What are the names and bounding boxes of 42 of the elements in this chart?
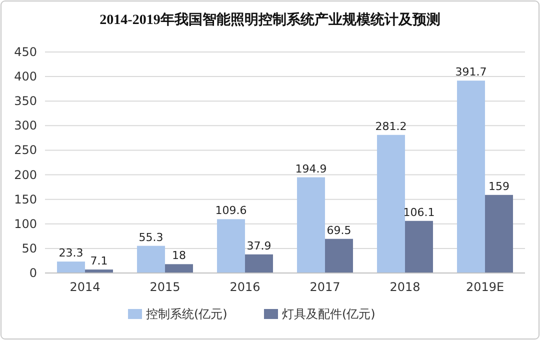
data-label: 23.3	[58, 246, 84, 260]
bar	[217, 219, 245, 273]
y-tick-label: 250	[14, 143, 37, 158]
chart-title: 2014-2019年我国智能照明控制系统产业规模统计及预测	[100, 11, 440, 28]
bar	[325, 238, 353, 273]
data-label: 69.5	[326, 224, 352, 237]
y-tick-label: 50	[22, 241, 37, 256]
x-tick-label: 2018	[390, 280, 420, 294]
bar	[457, 80, 485, 273]
data-label: 159	[488, 180, 510, 193]
y-tick-label: 300	[14, 118, 37, 133]
bar	[405, 220, 433, 273]
data-label: 37.9	[246, 239, 272, 252]
bar	[297, 177, 325, 273]
bar	[165, 264, 193, 273]
bar	[485, 194, 513, 273]
x-tick-label: 2017	[310, 280, 340, 294]
data-label: 281.2	[375, 120, 407, 133]
bar	[245, 254, 273, 273]
y-tick-label: 450	[14, 45, 37, 59]
y-tick-label: 0	[29, 266, 37, 280]
bar	[57, 262, 85, 273]
y-tick-label: 400	[14, 70, 37, 84]
y-tick-label: 100	[14, 216, 37, 231]
y-tick-label: 200	[14, 168, 37, 182]
bar	[137, 246, 165, 273]
x-tick-label: 2015	[150, 280, 180, 294]
data-label: 391.7	[455, 66, 487, 79]
y-tick-label: 150	[14, 192, 37, 206]
y-tick-label: 350	[14, 94, 37, 108]
x-tick-label: 2016	[230, 280, 260, 294]
data-label: 55.3	[138, 230, 164, 244]
data-label: 194.9	[295, 162, 327, 176]
data-label: 106.1	[403, 206, 435, 219]
data-label: 7.1	[90, 254, 108, 268]
bar	[377, 134, 405, 273]
data-label: 18	[172, 249, 186, 262]
x-tick-label: 2019E	[466, 280, 504, 294]
legend-label: 灯具及配件(亿元)	[282, 307, 376, 321]
x-tick-label: 2014	[70, 280, 100, 294]
legend-label: 控制系统(亿元)	[146, 307, 228, 321]
data-label: 109.6	[215, 204, 247, 218]
